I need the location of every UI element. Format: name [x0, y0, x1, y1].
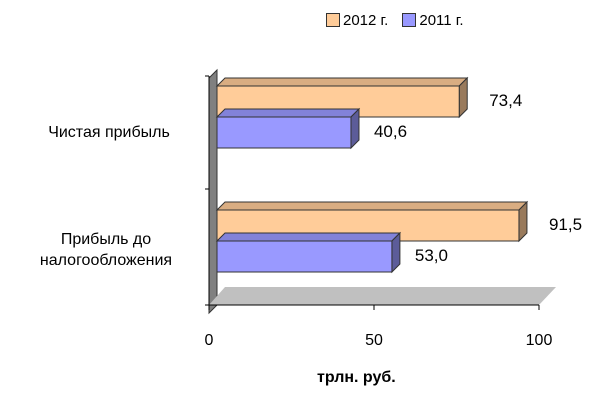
- bar-top-1-0: [215, 201, 529, 211]
- x-tick-label-0: 0: [205, 332, 214, 349]
- data-label-1-0: 91,5: [549, 215, 582, 234]
- data-label-0-0: 73,4: [489, 91, 522, 110]
- legend-swatch-2011: [402, 13, 417, 27]
- category-label-net-profit-line1: Чистая прибыль: [48, 124, 170, 141]
- category-label-pretax-profit-line1: Прибыль до: [60, 231, 152, 248]
- bar-top-0-1: [215, 108, 361, 118]
- legend-label-2012: 2012 г.: [343, 11, 389, 29]
- category-label-pretax-profit: Прибыль до налогообложения: [6, 229, 206, 271]
- bar-1-1: [216, 240, 393, 273]
- bar-top-1-1: [215, 232, 402, 242]
- legend-label-2011: 2011 г.: [419, 11, 464, 29]
- category-label-pretax-profit-line2: налогообложения: [39, 252, 173, 269]
- chart-legend: 2012 г. 2011 г.: [326, 10, 478, 30]
- bar-0-1: [216, 116, 352, 149]
- chart-floor: [209, 287, 556, 305]
- data-label-1-1: 53,0: [415, 246, 448, 265]
- legend-swatch-2012: [326, 13, 340, 27]
- legend-item-2011: 2011 г.: [402, 11, 464, 29]
- x-axis-title: трлн. руб.: [317, 369, 396, 386]
- x-tick-label-2: 100: [526, 332, 553, 349]
- x-tick-label-1: 50: [365, 332, 383, 349]
- legend-item-2012: 2012 г.: [326, 12, 388, 29]
- chart-wall: [208, 68, 218, 315]
- category-label-net-profit: Чистая прибыль: [14, 122, 204, 143]
- bar-top-0-0: [215, 77, 469, 87]
- data-label-0-1: 40,6: [374, 122, 407, 141]
